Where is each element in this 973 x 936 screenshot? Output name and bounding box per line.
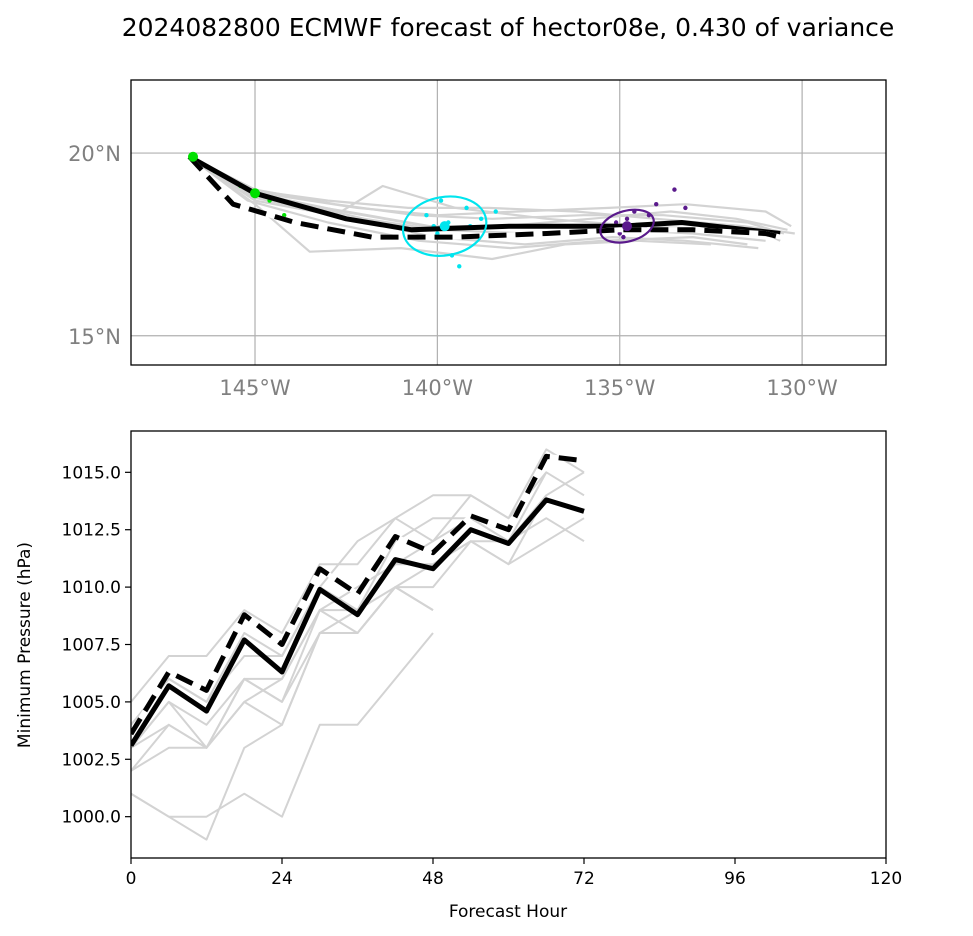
ensemble-position-dot	[493, 209, 498, 214]
deterministic-track	[187, 155, 781, 240]
x-tick-label: 120	[870, 869, 902, 889]
ensemble-member-track	[188, 155, 748, 250]
figure-title: 2024082800 ECMWF forecast of hector08e, …	[122, 13, 895, 42]
ensemble-position-dot	[654, 202, 659, 207]
ensemble-mean-pressure-line	[131, 497, 585, 747]
x-axis-label: Forecast Hour	[449, 902, 567, 922]
x-tick-label: 72	[573, 869, 595, 889]
y-axis-label: Minimum Pressure (hPa)	[15, 542, 35, 748]
uncertainty-ellipse	[599, 208, 655, 244]
ensemble-position-dot	[438, 198, 444, 203]
ensemble-position-dot	[424, 212, 429, 218]
y-tick-label: 1012.5	[62, 521, 121, 541]
ensemble-position-dot	[464, 205, 469, 211]
uncertainty-ellipse	[401, 195, 488, 257]
ensemble-member-track	[188, 155, 795, 235]
y-tick-label: 1010.0	[62, 578, 121, 598]
map-tick-labels: 145°W 140°W 135°W 130°W 20°N 15°N	[68, 142, 838, 400]
y-tick-label: 1000.0	[62, 808, 121, 828]
track-map-panel: 145°W 140°W 135°W 130°W 20°N 15°N	[68, 79, 887, 400]
ensemble-member-pressure-line	[131, 448, 585, 703]
y-tick-label: 1005.0	[62, 693, 121, 713]
y-tick-label: 1007.5	[62, 636, 121, 656]
pressure-lines	[131, 448, 585, 841]
map-lon-tick-label: 140°W	[402, 376, 474, 400]
mean-position-marker	[250, 188, 261, 199]
map-tracks	[187, 151, 795, 269]
map-lon-tick-label: 130°W	[766, 376, 838, 400]
x-tick-label: 96	[724, 869, 746, 889]
ensemble-position-dot	[683, 205, 688, 211]
ensemble-member-track	[188, 155, 792, 228]
ensemble-member-pressure-line	[131, 586, 434, 772]
map-lon-tick-label: 145°W	[219, 376, 291, 400]
ensemble-member-pressure-line	[131, 494, 548, 749]
map-lon-tick-label: 135°W	[584, 376, 656, 400]
pressure-ticks: 0 24 48 72 96 120 1000.0 1002.5 1005.0 1007.5 1010…	[62, 463, 903, 889]
mean-position-marker	[439, 221, 450, 232]
ensemble-position-dot	[624, 216, 630, 222]
ensemble-position-dot	[621, 234, 626, 240]
ensemble-position-dot	[613, 220, 619, 225]
ensemble-position-dot	[672, 187, 677, 192]
map-frame	[130, 79, 887, 366]
ensemble-position-dot	[478, 216, 484, 222]
ensemble-member-pressure-line	[131, 471, 548, 726]
x-tick-label: 0	[126, 869, 137, 889]
ensemble-member-pressure-line	[131, 632, 434, 818]
deterministic-pressure-line	[131, 453, 585, 736]
mean-position-marker	[188, 151, 199, 162]
x-tick-label: 48	[422, 869, 444, 889]
ensemble-member-pressure-line	[131, 517, 585, 772]
map-lat-tick-label: 20°N	[68, 142, 121, 166]
map-gridlines	[131, 80, 886, 365]
ensemble-position-dot	[457, 264, 462, 269]
deterministic-pressure-underlay	[131, 453, 585, 736]
map-lat-tick-label: 15°N	[68, 325, 121, 349]
x-tick-label: 24	[271, 869, 293, 889]
ensemble-member-pressure-line	[131, 586, 434, 841]
y-tick-label: 1015.0	[62, 463, 121, 483]
pressure-panel: 0 24 48 72 96 120 1000.0 1002.5 1005.0 1007.5 1010…	[15, 430, 903, 922]
ensemble-position-dot	[281, 212, 287, 218]
y-tick-label: 1002.5	[62, 750, 121, 770]
mean-position-marker	[622, 221, 633, 232]
ensemble-position-dot	[435, 231, 440, 236]
ensemble-position-dot	[617, 231, 622, 236]
ensemble-mean-track	[188, 154, 781, 236]
